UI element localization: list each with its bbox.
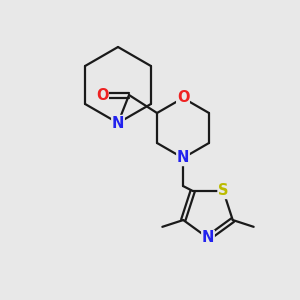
Text: S: S <box>218 184 229 199</box>
Text: N: N <box>177 151 189 166</box>
Text: O: O <box>177 91 189 106</box>
Text: N: N <box>202 230 214 245</box>
Text: O: O <box>96 88 108 103</box>
Text: N: N <box>112 116 124 130</box>
